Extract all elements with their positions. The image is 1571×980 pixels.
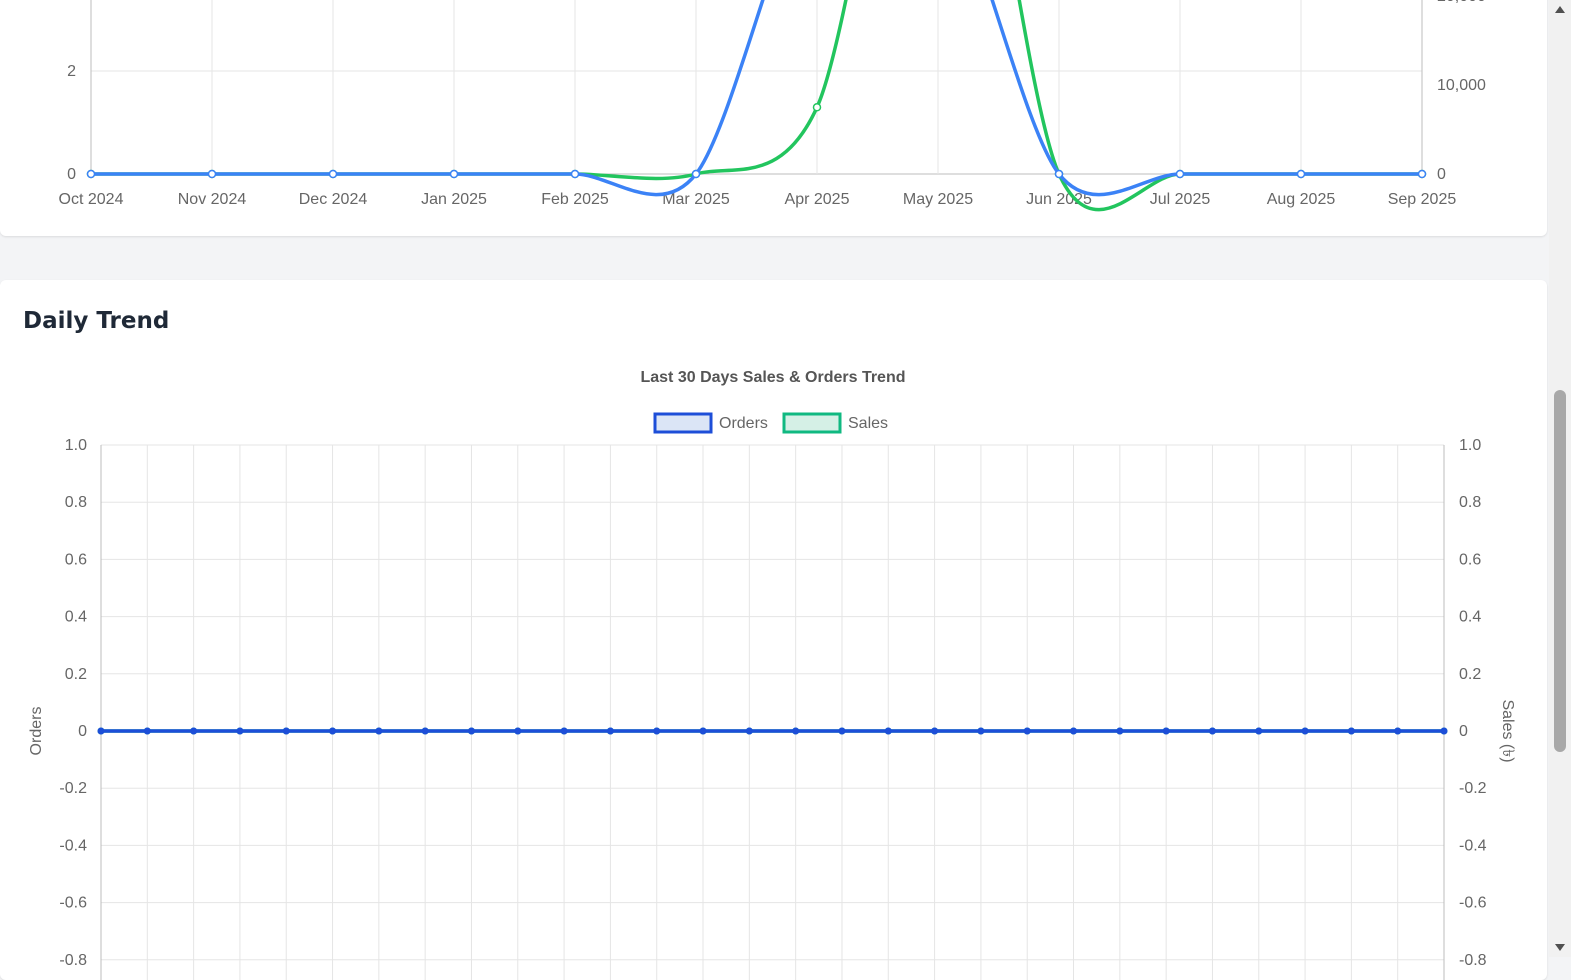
- daily-orders-point[interactable]: [699, 727, 707, 735]
- daily-orders-point[interactable]: [421, 727, 429, 735]
- daily-trend-title: Daily Trend: [23, 308, 170, 334]
- monthly-orders-point[interactable]: [449, 169, 459, 179]
- monthly-y-left-tick-label: 2: [67, 63, 76, 80]
- daily-orders-point[interactable]: [514, 727, 522, 735]
- daily-y-right-tick-label: -0.2: [1459, 780, 1487, 797]
- legend-label-orders: Orders: [719, 415, 768, 432]
- daily-orders-point[interactable]: [1208, 727, 1216, 735]
- monthly-orders-point[interactable]: [691, 169, 701, 179]
- monthly-x-tick-label: Jan 2025: [421, 191, 487, 208]
- monthly-orders-point[interactable]: [86, 169, 96, 179]
- monthly-sales-line: [91, 0, 1422, 212]
- monthly-orders-point[interactable]: [1296, 169, 1306, 179]
- monthly-x-tick-label: Feb 2025: [541, 191, 609, 208]
- daily-orders-point[interactable]: [931, 727, 939, 735]
- monthly-orders-line: [91, 0, 1422, 197]
- daily-orders-point[interactable]: [467, 727, 475, 735]
- daily-y-left-tick-label: -0.2: [59, 780, 87, 797]
- daily-y-left-tick-label: 1.0: [65, 437, 87, 454]
- monthly-x-tick-label: Oct 2024: [59, 191, 124, 208]
- legend-item-sales[interactable]: Sales: [782, 412, 888, 434]
- daily-orders-point[interactable]: [1347, 727, 1355, 735]
- daily-orders-point[interactable]: [1070, 727, 1078, 735]
- daily-y-left-tick-label: 0.2: [65, 666, 87, 683]
- daily-orders-point[interactable]: [560, 727, 568, 735]
- daily-orders-point[interactable]: [1023, 727, 1031, 735]
- daily-orders-point[interactable]: [97, 727, 105, 735]
- legend-swatch-sales: [782, 412, 842, 434]
- daily-orders-point[interactable]: [1440, 727, 1448, 735]
- monthly-orders-point[interactable]: [570, 169, 580, 179]
- monthly-y-right-tick-label: 20,000: [1437, 0, 1486, 5]
- daily-orders-point[interactable]: [977, 727, 985, 735]
- monthly-x-tick-label: Jul 2025: [1150, 191, 1211, 208]
- daily-y-right-tick-label: 0.6: [1459, 551, 1481, 568]
- daily-y-axis-label-right: Sales (৳): [1499, 699, 1516, 762]
- daily-y-left-tick-label: 0: [78, 723, 87, 740]
- page-scrollbar[interactable]: [1549, 0, 1571, 957]
- daily-orders-point[interactable]: [838, 727, 846, 735]
- daily-chart-title: Last 30 Days Sales & Orders Trend: [640, 369, 905, 386]
- daily-orders-point[interactable]: [1301, 727, 1309, 735]
- legend-swatch-orders: [653, 412, 713, 434]
- scrollbar-thumb[interactable]: [1554, 390, 1566, 752]
- monthly-y-right-tick-label: 0: [1437, 166, 1446, 183]
- daily-orders-point[interactable]: [236, 727, 244, 735]
- monthly-y-right-tick-label: 10,000: [1437, 77, 1486, 94]
- daily-orders-point[interactable]: [190, 727, 198, 735]
- daily-y-left-tick-label: 0.8: [65, 494, 87, 511]
- daily-y-left-tick-label: -0.8: [59, 952, 87, 969]
- monthly-x-tick-label: Mar 2025: [662, 191, 730, 208]
- daily-y-right-tick-label: 0: [1459, 723, 1468, 740]
- daily-chart-legend: Orders Sales: [653, 412, 888, 434]
- daily-orders-point[interactable]: [1162, 727, 1170, 735]
- daily-y-left-tick-label: 0.6: [65, 551, 87, 568]
- monthly-x-tick-label: Sep 2025: [1388, 191, 1457, 208]
- monthly-orders-point[interactable]: [1175, 169, 1185, 179]
- daily-y-right-tick-label: -0.4: [1459, 837, 1487, 854]
- daily-orders-point[interactable]: [329, 727, 337, 735]
- daily-trend-card: Daily Trend Last 30 Days Sales & Orders …: [0, 280, 1547, 980]
- daily-orders-point[interactable]: [1255, 727, 1263, 735]
- monthly-orders-point[interactable]: [1054, 169, 1064, 179]
- daily-y-left-tick-label: -0.4: [59, 837, 87, 854]
- monthly-x-tick-label: Nov 2024: [178, 191, 247, 208]
- daily-orders-point[interactable]: [1116, 727, 1124, 735]
- daily-y-right-tick-label: -0.8: [1459, 952, 1487, 969]
- monthly-orders-point[interactable]: [328, 169, 338, 179]
- scroll-up-arrow-icon[interactable]: [1555, 6, 1565, 13]
- daily-orders-point[interactable]: [745, 727, 753, 735]
- daily-y-left-tick-label: 0.4: [65, 609, 87, 626]
- legend-item-orders[interactable]: Orders: [653, 412, 768, 434]
- daily-y-right-tick-label: 1.0: [1459, 437, 1481, 454]
- monthly-trend-card: Oct 2024 Nov 2024 Dec 2024 Jan 2025 Feb 2025…: [0, 0, 1547, 236]
- monthly-trend-chart: Oct 2024 Nov 2024 Dec 2024 Jan 2025 Feb 2025…: [59, 0, 1486, 212]
- monthly-x-tick-label: Aug 2025: [1267, 191, 1336, 208]
- monthly-orders-point[interactable]: [207, 169, 217, 179]
- daily-orders-point[interactable]: [884, 727, 892, 735]
- monthly-x-tick-label: May 2025: [903, 191, 973, 208]
- daily-y-right-tick-label: 0.4: [1459, 609, 1481, 626]
- daily-orders-point[interactable]: [653, 727, 661, 735]
- monthly-y-left-tick-label: 0: [67, 166, 76, 183]
- daily-y-right-tick-label: 0.2: [1459, 666, 1481, 683]
- monthly-sales-point[interactable]: [812, 103, 822, 112]
- monthly-orders-point[interactable]: [1417, 169, 1427, 179]
- legend-label-sales: Sales: [848, 415, 888, 432]
- daily-y-right-tick-label: -0.6: [1459, 895, 1487, 912]
- daily-y-axis-label-left: Orders: [28, 707, 45, 756]
- monthly-x-tick-label: Apr 2025: [785, 191, 850, 208]
- monthly-x-tick-label: Jun 2025: [1026, 191, 1092, 208]
- monthly-x-tick-label: Dec 2024: [299, 191, 368, 208]
- daily-orders-point[interactable]: [143, 727, 151, 735]
- daily-y-left-tick-label: -0.6: [59, 895, 87, 912]
- daily-trend-chart: Last 30 Days Sales & Orders Trend Orders…: [28, 369, 1516, 980]
- daily-orders-point[interactable]: [606, 727, 614, 735]
- daily-orders-point[interactable]: [282, 727, 290, 735]
- daily-orders-point[interactable]: [792, 727, 800, 735]
- daily-y-right-tick-label: 0.8: [1459, 494, 1481, 511]
- daily-orders-point[interactable]: [375, 727, 383, 735]
- daily-orders-point[interactable]: [1394, 727, 1402, 735]
- scroll-down-arrow-icon[interactable]: [1555, 944, 1565, 951]
